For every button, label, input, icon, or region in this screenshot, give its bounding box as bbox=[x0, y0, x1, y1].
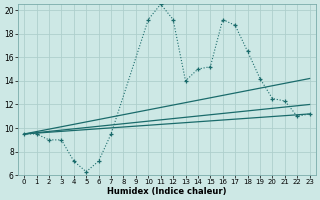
X-axis label: Humidex (Indice chaleur): Humidex (Indice chaleur) bbox=[107, 187, 227, 196]
